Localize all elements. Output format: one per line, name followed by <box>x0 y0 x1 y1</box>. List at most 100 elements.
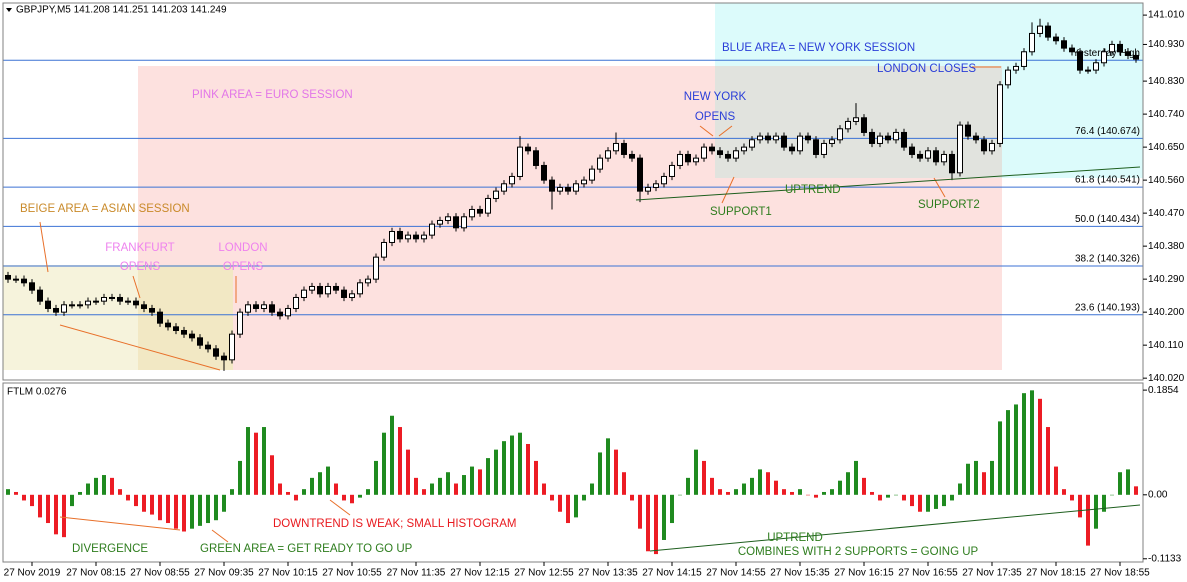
candle-body <box>925 150 931 159</box>
candle-body <box>133 300 139 306</box>
candle-body <box>813 139 819 155</box>
histogram-bar <box>198 494 202 526</box>
histogram-bar <box>558 494 562 512</box>
candle-body <box>1029 32 1035 53</box>
y-tick-label: 140.200 <box>1148 307 1185 318</box>
histogram-bar <box>270 455 274 495</box>
histogram-bar <box>1086 494 1090 546</box>
histogram-bar <box>78 491 82 495</box>
x-tick-label: 27 Nov 14:15 <box>642 568 702 579</box>
histogram-bar <box>1078 494 1082 518</box>
histogram-bar <box>94 477 98 495</box>
y-tick-label: 140.650 <box>1148 142 1185 153</box>
histogram-bar <box>1030 390 1034 495</box>
candle-body <box>1069 47 1075 53</box>
candle-body <box>333 285 339 291</box>
candle-body <box>125 300 131 303</box>
histogram-bar <box>222 494 226 512</box>
candle-body <box>661 175 667 185</box>
histogram-bar <box>150 494 154 515</box>
histogram-bar <box>758 469 762 495</box>
x-tick-label: 27 Nov 12:55 <box>514 568 574 579</box>
histogram-bar <box>110 477 114 495</box>
histogram-bar <box>462 475 466 495</box>
candle-body <box>853 117 859 122</box>
pointer <box>329 499 351 516</box>
chart-title: GBPJPY,M5 141.208 141.251 141.203 141.24… <box>16 5 227 16</box>
histogram-bar <box>950 494 954 501</box>
candle-body <box>509 175 515 185</box>
histogram-bar <box>86 483 90 495</box>
y-tick-label: 140.290 <box>1148 274 1185 285</box>
candle-body <box>1117 43 1123 53</box>
y-tick-label: 140.560 <box>1148 175 1185 186</box>
x-tick-label: 27 Nov 2019 <box>4 568 61 579</box>
annotation: OPENS <box>223 261 264 273</box>
candle-body <box>405 234 411 240</box>
histogram-bar <box>414 477 418 495</box>
histogram-bar <box>366 489 370 495</box>
candle-body <box>981 139 987 152</box>
histogram-bar <box>246 427 250 495</box>
histogram-bar <box>606 438 610 495</box>
histogram-bar <box>262 427 266 495</box>
histogram-bar <box>878 494 882 501</box>
annotation: NEW YORK <box>684 91 747 103</box>
histogram-bar <box>894 494 898 496</box>
candle-body <box>821 142 827 155</box>
candle-body <box>733 150 739 159</box>
histogram-bar <box>638 494 642 529</box>
histogram-bar <box>662 494 666 540</box>
histogram-bar <box>590 483 594 495</box>
level-label: 50.0 (140.434) <box>1075 214 1140 225</box>
candle-body <box>1061 40 1067 49</box>
histogram-bar <box>502 441 506 495</box>
candle-body <box>1045 25 1051 38</box>
histogram-bar <box>630 494 634 501</box>
candle-body <box>837 128 843 141</box>
candle-body <box>413 234 419 240</box>
x-tick-label: 27 Nov 16:55 <box>898 568 958 579</box>
candle-body <box>389 230 395 243</box>
candle-body <box>797 135 803 152</box>
candle-body <box>957 124 963 174</box>
annotation-lines <box>39 66 1001 543</box>
histogram-trend-line <box>649 504 1141 552</box>
candle-body <box>453 216 459 229</box>
candle-body <box>541 164 547 181</box>
histogram-bar <box>926 494 930 512</box>
candle-body <box>877 135 883 144</box>
histogram-bar <box>654 494 658 555</box>
candle-body <box>221 355 227 361</box>
candle-body <box>1077 51 1083 71</box>
candle-body <box>685 153 691 163</box>
y-tick-label: 0.1854 <box>1148 385 1179 396</box>
x-tick-label: 27 Nov 09:35 <box>194 568 254 579</box>
histogram-bar <box>838 480 842 495</box>
candle-body <box>45 300 51 309</box>
annotation: OPENS <box>695 111 736 123</box>
candle-body <box>397 230 403 240</box>
x-tick-label: 27 Nov 08:15 <box>66 568 126 579</box>
candle-body <box>13 278 19 281</box>
x-tick-label: 27 Nov 12:15 <box>450 568 510 579</box>
y-tick-label: -0.1133 <box>1148 553 1182 564</box>
histogram-bar <box>382 432 386 495</box>
annotation: COMBINES WITH 2 SUPPORTS = GOING UP <box>738 546 979 558</box>
histogram-bar <box>982 472 986 495</box>
histogram-bar <box>582 494 586 501</box>
candle-body <box>237 311 243 335</box>
candle-body <box>1085 69 1091 72</box>
candle-body <box>269 304 275 313</box>
histogram-bar <box>454 483 458 495</box>
candle-body <box>365 278 371 284</box>
y-tick-label: 140.930 <box>1148 39 1185 50</box>
x-tick-label: 27 Nov 08:55 <box>130 568 190 579</box>
candle-body <box>909 146 915 155</box>
indicator-panel-frame <box>2 382 1144 563</box>
histogram-bar <box>1046 427 1050 495</box>
histogram-bar <box>126 494 130 501</box>
candle-body <box>29 282 35 291</box>
y-tick-label: 141.010 <box>1148 10 1185 21</box>
histogram-bar <box>886 494 890 498</box>
